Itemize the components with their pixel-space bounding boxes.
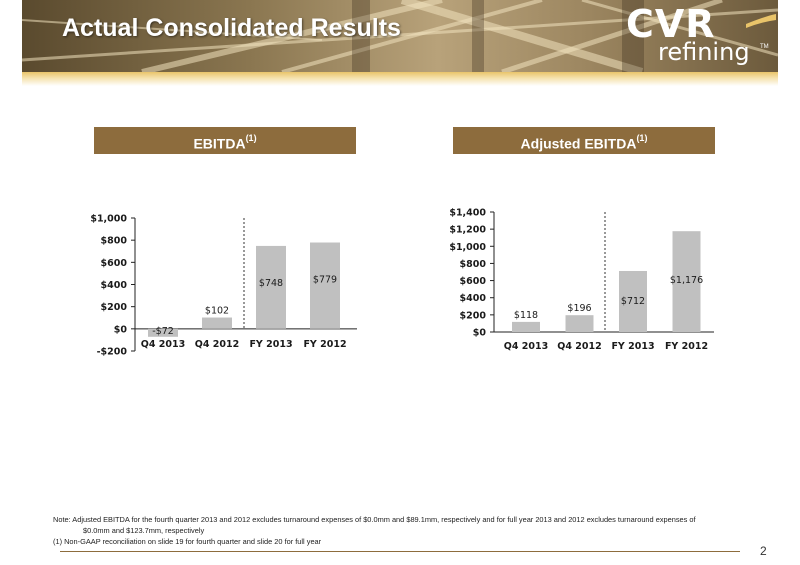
refinery-background-image — [22, 0, 778, 72]
adjusted-ebitda-value-label: $196 — [567, 303, 591, 314]
note-line-1: Note: Adjusted EBITDA for the fourth qua… — [53, 515, 696, 524]
ebitda-y-tick-label: $600 — [101, 258, 128, 269]
adjusted-ebitda-y-tick-label: $1,000 — [449, 242, 486, 253]
ebitda-title-footnote: (1) — [245, 133, 257, 143]
adjusted-ebitda-category-label: Q4 2013 — [504, 341, 548, 352]
adjusted-ebitda-y-tick-label: $1,400 — [449, 208, 486, 219]
ebitda-category-label: Q4 2013 — [141, 339, 185, 350]
footnotes: Note: Adjusted EBITDA for the fourth qua… — [53, 514, 753, 547]
ebitda-y-tick-label: $1,000 — [90, 214, 127, 225]
footer-rule — [60, 551, 740, 552]
adjusted-ebitda-section-header: Adjusted EBITDA(1) — [453, 127, 715, 154]
note-line-2: $0.0mm and $123.7mm, respectively — [83, 526, 205, 535]
cvr-refining-logo: CVR refining TM — [626, 2, 776, 70]
page-number: 2 — [760, 544, 767, 558]
adjusted-ebitda-y-tick-label: $800 — [460, 259, 487, 270]
ebitda-value-label: -$72 — [152, 326, 174, 337]
logo-sub-text: refining — [658, 38, 750, 66]
adjusted-ebitda-category-label: FY 2012 — [665, 341, 708, 352]
adjusted-ebitda-value-label: $118 — [514, 310, 538, 321]
adjusted-ebitda-bar — [619, 270, 647, 332]
adjusted-ebitda-value-label: $712 — [621, 296, 645, 307]
adjusted-ebitda-category-label: FY 2013 — [611, 341, 654, 352]
adjusted-ebitda-y-tick-label: $1,200 — [449, 225, 486, 236]
adjusted-ebitda-value-label: $1,176 — [670, 275, 703, 286]
ebitda-y-tick-label: $200 — [101, 302, 128, 313]
ebitda-section-header: EBITDA(1) — [94, 127, 356, 154]
logo-trademark: TM — [760, 44, 769, 50]
ebitda-y-tick-label: -$200 — [97, 347, 128, 358]
ebitda-value-label: $779 — [313, 274, 337, 285]
adjusted-ebitda-y-tick-label: $200 — [460, 310, 487, 321]
header-gold-stripe — [22, 72, 778, 86]
ebitda-bar — [310, 242, 340, 329]
ebitda-value-label: $748 — [259, 278, 283, 289]
logo-brand-text: CVR — [626, 2, 716, 46]
ebitda-value-label: $102 — [205, 306, 229, 317]
adjusted-ebitda-title: Adjusted EBITDA — [520, 135, 637, 152]
page-title: Actual Consolidated Results — [62, 14, 401, 42]
ebitda-bar — [256, 245, 286, 329]
ebitda-bar — [148, 328, 178, 337]
adjusted-ebitda-y-tick-label: $0 — [473, 328, 487, 339]
adjusted-ebitda-bar — [672, 231, 701, 332]
adjusted-ebitda-bar — [565, 315, 594, 332]
ebitda-category-label: FY 2012 — [303, 339, 346, 350]
ebitda-category-label: FY 2013 — [249, 339, 292, 350]
ebitda-y-tick-label: $400 — [101, 280, 128, 291]
adjusted-ebitda-y-tick-label: $600 — [460, 276, 487, 287]
adjusted-ebitda-bar — [512, 321, 540, 332]
adjusted-ebitda-title-footnote: (1) — [636, 133, 648, 143]
adjusted-ebitda-category-label: Q4 2012 — [557, 341, 601, 352]
adjusted-ebitda-y-tick-label: $400 — [460, 293, 487, 304]
ebitda-category-label: Q4 2012 — [195, 339, 239, 350]
ebitda-title: EBITDA — [193, 135, 246, 152]
ebitda-bar — [202, 317, 232, 329]
footnote-1: (1) Non-GAAP reconciliation on slide 19 … — [53, 537, 322, 546]
ebitda-y-tick-label: $0 — [114, 324, 128, 335]
logo-swoosh-icon — [746, 14, 776, 28]
header-banner: Actual Consolidated Results CVR refining… — [22, 0, 778, 72]
ebitda-y-tick-label: $800 — [101, 236, 128, 247]
